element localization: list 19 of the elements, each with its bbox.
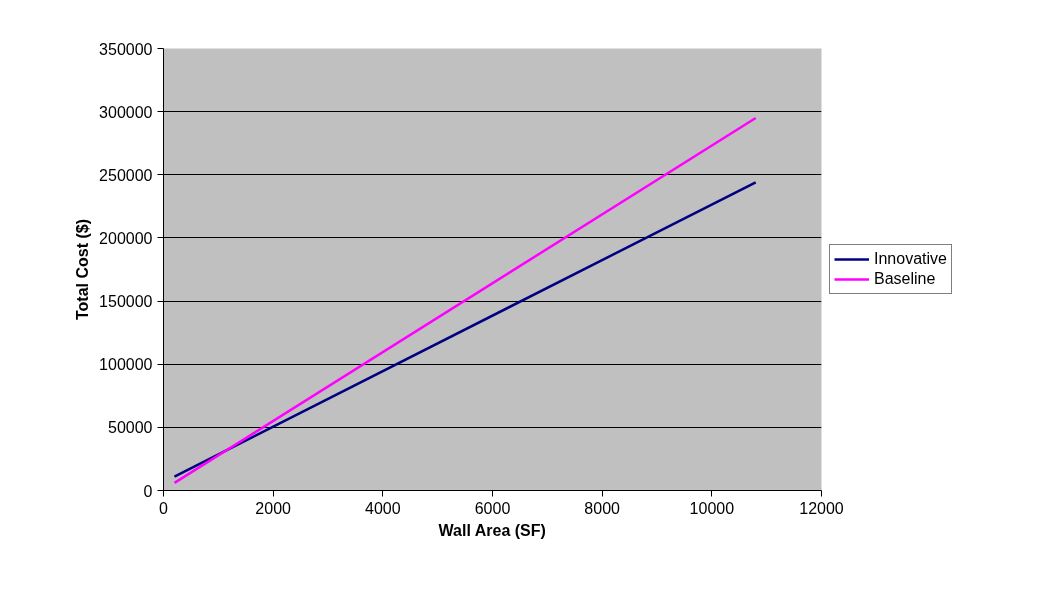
x-tick-label: 10000: [689, 499, 735, 517]
x-tick-label: 12000: [799, 499, 844, 517]
legend-label: Baseline: [874, 270, 936, 288]
y-tick-label: 350000: [99, 40, 153, 58]
y-tick-label: 150000: [99, 293, 153, 311]
legend-label: Innovative: [874, 250, 947, 268]
y-tick-label: 250000: [99, 166, 153, 184]
y-axis-title: Total Cost ($): [74, 218, 92, 321]
y-tick-label: 50000: [108, 419, 153, 437]
x-axis-title: Wall Area (SF): [438, 521, 546, 539]
x-tick-label: 2000: [255, 499, 292, 517]
x-tick-label: 8000: [584, 499, 621, 517]
x-tick-label: 6000: [474, 499, 511, 517]
x-tick-label: 0: [159, 499, 169, 517]
x-tick-label: 4000: [365, 499, 401, 517]
y-tick-label: 200000: [99, 229, 153, 247]
y-tick-label: 100000: [99, 356, 153, 374]
y-tick-label: 0: [143, 482, 153, 500]
y-tick-label: 300000: [99, 103, 153, 121]
